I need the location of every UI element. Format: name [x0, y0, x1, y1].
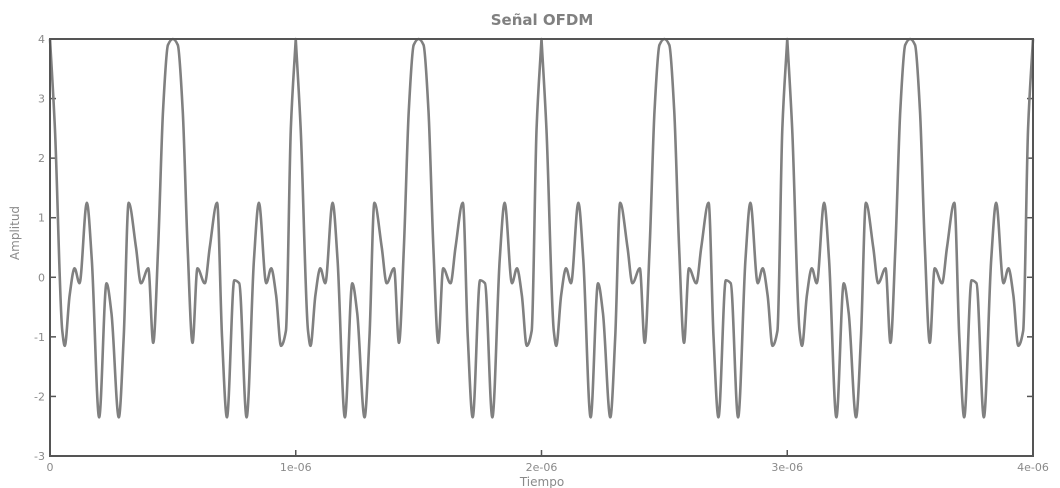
- x-tick-label: 3e-06: [771, 461, 803, 474]
- x-tick-label: 1e-06: [280, 461, 312, 474]
- series-line: [48, 37, 1035, 419]
- y-axis-label: Amplitud: [8, 206, 22, 260]
- x-axis-label: Tiempo: [519, 475, 564, 488]
- y-tick-label: -2: [34, 390, 45, 403]
- y-tick-label: -1: [34, 331, 45, 344]
- x-tick-label: 4e-06: [1017, 461, 1049, 474]
- y-tick-label: 4: [38, 33, 45, 46]
- y-tick-label: 2: [38, 152, 45, 165]
- axis-ticks: 0 1e-06 2e-06 3e-06 4e-06 -3 -2 -1 0 1 2 3 4: [34, 33, 1049, 474]
- y-tick-label: 3: [38, 93, 45, 106]
- x-tick-label: 0: [47, 461, 54, 474]
- x-tick-label: 2e-06: [526, 461, 558, 474]
- plot-area-frame: [49, 38, 1034, 457]
- y-tick-label: 1: [38, 212, 45, 225]
- y-tick-label: 0: [38, 271, 45, 284]
- y-tick-label: -3: [34, 450, 45, 463]
- chart-title: Señal OFDM: [491, 11, 594, 29]
